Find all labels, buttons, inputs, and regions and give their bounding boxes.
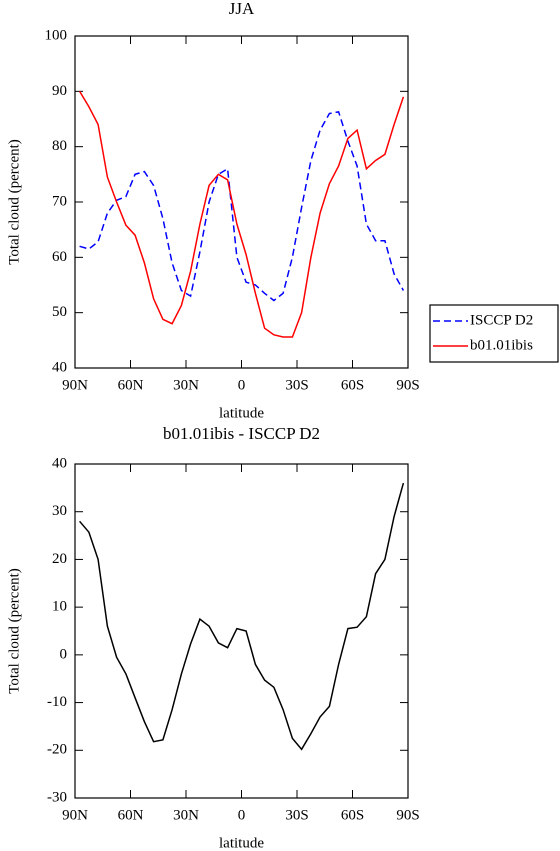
x-tick-label: 0 <box>238 377 246 393</box>
x-tick-label: 30S <box>285 807 308 823</box>
x-tick-label: 60N <box>118 377 144 393</box>
x-tick-label: 90N <box>62 807 88 823</box>
y-tick-label: 30 <box>52 503 67 519</box>
chart-title: JJA <box>229 0 255 18</box>
y-axis-label: Total cloud (percent) <box>6 139 22 265</box>
x-tick-label: 0 <box>238 807 246 823</box>
y-tick-label: 0 <box>60 646 68 662</box>
legend-label: ISCCP D2 <box>470 312 533 328</box>
y-tick-label: 40 <box>52 359 67 375</box>
x-axis-label: latitude <box>219 405 264 421</box>
y-axis-label: Total cloud (percent) <box>6 568 22 694</box>
chart-title: b01.01ibis - ISCCP D2 <box>163 424 320 443</box>
y-tick-label: 100 <box>45 27 68 43</box>
plot-frame <box>74 463 409 799</box>
y-tick-label: 20 <box>52 551 67 567</box>
x-tick-label: 90S <box>396 377 419 393</box>
plot-frame <box>74 35 409 369</box>
y-tick-label: -20 <box>47 742 67 758</box>
panel: JJA latitude Total cloud (percent) 40 50 60 70… <box>6 0 559 421</box>
y-tick-label: 80 <box>52 138 67 154</box>
legend: ISCCP D2 b01.01ibis <box>429 304 559 363</box>
y-tick-label: 60 <box>52 249 67 265</box>
panel: b01.01ibis - ISCCP D2 latitude Total cloud… <box>6 424 419 851</box>
y-tick-label: -30 <box>47 789 67 805</box>
data-line <box>79 110 405 302</box>
x-tick-label: 30S <box>285 377 308 393</box>
x-tick-label: 30N <box>173 377 199 393</box>
data-line <box>79 482 405 751</box>
x-tick-label: 60N <box>118 807 144 823</box>
y-tick-label: 70 <box>52 193 67 209</box>
x-tick-label: 60S <box>341 377 364 393</box>
y-tick-label: 10 <box>52 599 67 615</box>
x-axis-label: latitude <box>219 835 264 851</box>
legend-label: b01.01ibis <box>470 337 533 353</box>
legend-box <box>429 304 559 363</box>
x-tick-label: 30N <box>173 807 199 823</box>
y-tick-label: 40 <box>52 455 67 471</box>
y-tick-label: 50 <box>52 304 67 320</box>
y-tick-label: 90 <box>52 83 67 99</box>
data-line <box>78 90 405 338</box>
x-tick-label: 90N <box>62 377 88 393</box>
y-tick-label: -10 <box>47 694 67 710</box>
x-tick-label: 60S <box>341 807 364 823</box>
x-tick-label: 90S <box>396 807 419 823</box>
